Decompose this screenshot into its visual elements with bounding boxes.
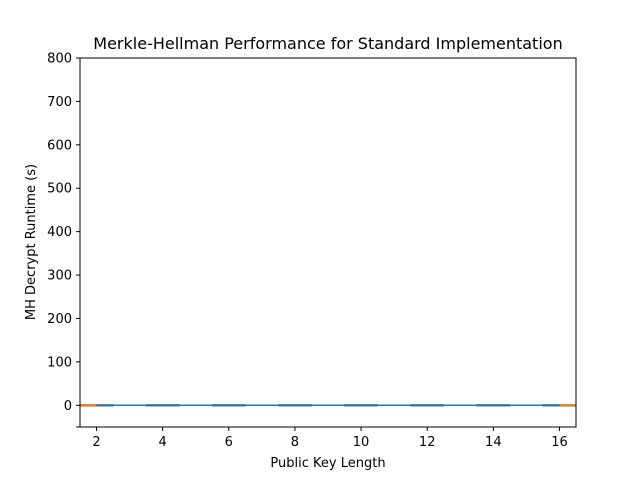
plot-area [80, 58, 576, 427]
x-tick-label: 12 [419, 435, 436, 450]
y-tick-label: 700 [47, 95, 72, 110]
x-tick-label: 14 [485, 435, 502, 450]
y-axis-label: MH Decrypt Runtime (s) [24, 164, 39, 320]
y-tick-label: 300 [47, 269, 72, 284]
y-tick-label: 400 [47, 225, 72, 240]
x-axis-label: Public Key Length [270, 456, 385, 471]
x-tick-label: 4 [159, 435, 167, 450]
y-tick-label: 500 [47, 182, 72, 197]
x-tick-label: 6 [225, 435, 233, 450]
tick-labels: 0 100 200 300 400 500 600 700 800 2 4 6 8 10 12 14 16 [47, 52, 568, 451]
x-tick-label: 2 [92, 435, 100, 450]
x-tick-label: 10 [353, 435, 370, 450]
chart-marks [80, 404, 576, 407]
y-tick-label: 0 [64, 399, 72, 414]
y-tick-label: 100 [47, 355, 72, 370]
x-tick-label: 16 [551, 435, 568, 450]
y-tick-label: 600 [47, 138, 72, 153]
chart-title: Merkle-Hellman Performance for Standard … [93, 34, 562, 53]
x-tick-label: 8 [291, 435, 299, 450]
axes [76, 57, 577, 431]
plot-background [80, 58, 576, 427]
y-tick-label: 200 [47, 312, 72, 327]
axes-frame [79, 57, 577, 428]
y-tick-label: 800 [47, 52, 72, 67]
